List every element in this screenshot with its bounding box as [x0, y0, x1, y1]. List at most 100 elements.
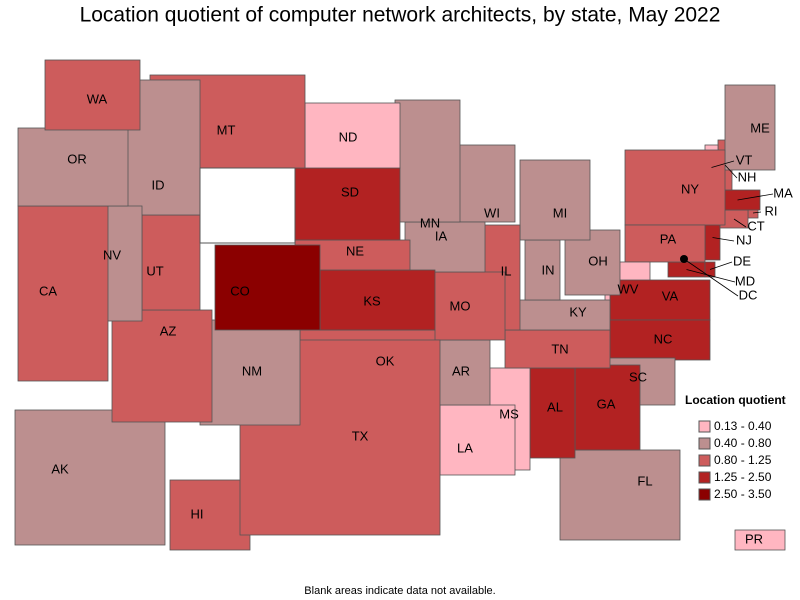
state-label: IA: [435, 228, 448, 243]
state-label: NE: [346, 243, 364, 258]
state-label: KY: [569, 304, 587, 319]
state-label: UT: [146, 263, 163, 278]
legend-swatch: [698, 471, 711, 484]
legend-swatch: [698, 488, 711, 501]
state-label: NM: [242, 363, 262, 378]
state-label: NJ: [736, 232, 752, 247]
leader-line: [733, 218, 747, 228]
leader-line: [711, 160, 735, 168]
state-label: WV: [618, 281, 639, 296]
state-label: NC: [654, 331, 673, 346]
state-label: PA: [660, 231, 677, 246]
state-label: DC: [739, 287, 758, 302]
state-label: MD: [735, 273, 755, 288]
state-label: DE: [733, 253, 751, 268]
state-label: MO: [450, 298, 471, 313]
legend-swatch: [698, 437, 711, 450]
state-label: CO: [230, 283, 250, 298]
state: [214, 244, 321, 331]
state-label: NV: [103, 247, 121, 262]
state-label: TX: [352, 428, 369, 443]
state-label: ID: [152, 177, 165, 192]
state-label: CA: [39, 283, 57, 298]
footnote: Blank areas indicate data not available.: [304, 585, 495, 597]
state-label: CT: [747, 218, 764, 233]
state: [724, 84, 776, 171]
state-label: LA: [457, 440, 473, 455]
state-label: AR: [452, 363, 470, 378]
state: [169, 479, 251, 551]
state-label: MT: [217, 122, 236, 137]
state-label: SC: [629, 369, 647, 384]
state: [734, 529, 786, 551]
state-label: ME: [750, 120, 770, 135]
state-label: VT: [736, 152, 753, 167]
state-label: GA: [597, 396, 616, 411]
state: [319, 269, 436, 331]
state: [17, 205, 109, 382]
state: [394, 99, 461, 223]
state: [404, 221, 486, 273]
state-label: WA: [87, 91, 108, 106]
leader-line: [686, 269, 736, 283]
state: [559, 449, 681, 541]
legend-label: 0.40 - 0.80: [714, 436, 772, 450]
leader-line: [724, 164, 738, 179]
state-label: MA: [773, 185, 793, 200]
legend-label: 1.25 - 2.50: [714, 470, 772, 484]
state-label: PR: [745, 531, 763, 546]
state-label: IL: [501, 263, 512, 278]
state: [609, 279, 711, 321]
leader-line: [709, 261, 733, 270]
state-no-data: [199, 167, 296, 244]
state-label: AZ: [160, 323, 177, 338]
state-label: OH: [588, 253, 608, 268]
legend-label: 0.13 - 0.40: [714, 419, 772, 433]
map-title: Location quotient of computer network ar…: [80, 4, 721, 27]
state: [111, 309, 213, 423]
state: [624, 224, 706, 263]
state-label: TN: [551, 341, 568, 356]
state: [199, 319, 301, 426]
state: [504, 329, 611, 369]
state: [449, 144, 516, 223]
state-label: NH: [738, 169, 757, 184]
state-label: AL: [547, 399, 563, 414]
state: [44, 59, 141, 131]
legend-swatch: [698, 420, 711, 433]
state-label: HI: [191, 506, 204, 521]
state: [624, 149, 726, 226]
state-label: MS: [499, 406, 519, 421]
leader-line: [683, 258, 739, 297]
state-label: VA: [662, 288, 679, 303]
state-label: WI: [484, 205, 500, 220]
state: [509, 299, 611, 331]
state-label: MI: [553, 205, 567, 220]
legend-label: 2.50 - 3.50: [714, 487, 772, 501]
legend-swatch: [698, 454, 711, 467]
leader-line: [752, 211, 762, 214]
state-label: MN: [420, 215, 440, 230]
state-label: FL: [637, 473, 652, 488]
legend-title: Location quotient: [685, 393, 786, 407]
state-label: OR: [67, 151, 87, 166]
state: [304, 102, 401, 169]
state-label: OK: [376, 353, 395, 368]
state: [574, 364, 641, 451]
legend-label: 0.80 - 1.25: [714, 453, 772, 467]
state-label: RI: [765, 203, 778, 218]
state-label: SD: [341, 184, 359, 199]
state-label: ND: [339, 129, 358, 144]
state: [519, 159, 591, 241]
state-label: AK: [51, 461, 69, 476]
state: [17, 127, 129, 207]
state-label: KS: [363, 293, 381, 308]
leader-line: [737, 193, 774, 201]
state: [439, 404, 516, 476]
state-label: NY: [681, 181, 699, 196]
state: [564, 229, 621, 296]
state: [294, 167, 401, 241]
state: [529, 367, 576, 459]
state: [14, 409, 166, 546]
